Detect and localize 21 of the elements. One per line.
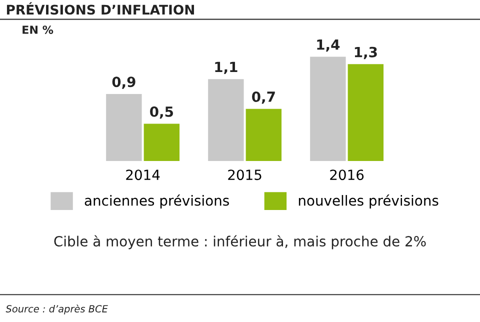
chart-title: PRÉVISIONS D’INFLATION: [6, 2, 194, 15]
x-tick-label: 2016: [330, 170, 364, 180]
data-label: 0,5: [150, 106, 173, 119]
legend-label: nouvelles prévisions: [298, 194, 438, 208]
bar: [106, 94, 142, 161]
x-tick-label: 2014: [126, 170, 160, 180]
data-label: 1,1: [215, 62, 238, 74]
bar: [208, 79, 244, 161]
data-label: 1,4: [317, 40, 340, 52]
bar: [310, 56, 346, 161]
bar: [144, 124, 180, 161]
data-label: 0,7: [252, 92, 275, 104]
bar: [246, 108, 282, 161]
data-label: 0,9: [112, 76, 136, 89]
x-tick-label: 2015: [228, 170, 262, 180]
source-note: Source : d’après BCE: [6, 304, 108, 314]
bar: [348, 64, 384, 161]
legend-label: anciennes prévisions: [84, 194, 229, 208]
chart-subtitle: EN %: [22, 26, 54, 34]
text: Cible à moyen terme : inférieur à, mais proche de 2%: [54, 235, 426, 250]
data-label: 1,3: [354, 46, 377, 60]
